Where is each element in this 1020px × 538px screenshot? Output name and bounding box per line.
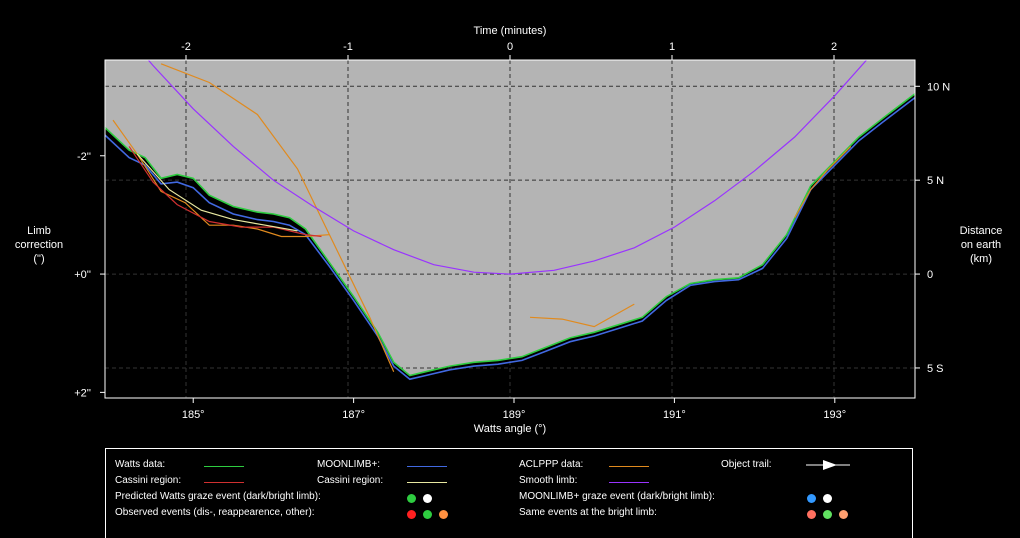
legend-aclppp-label: ACLPPP data:: [519, 459, 584, 470]
legend-cassini-red-label: Cassini region:: [115, 475, 182, 486]
legend-observed-other-dot: [439, 510, 448, 519]
legend-trail-label: Object trail:: [721, 459, 772, 470]
legend-observed-label: Observed events (dis-, reappearence, oth…: [115, 507, 315, 518]
x-tick-label-0: 185°: [182, 409, 205, 421]
right-tick-label-2: 0: [927, 269, 933, 281]
legend-moonlimb-label: MOONLIMB+:: [317, 459, 381, 470]
time-tick-label-0: -2: [181, 41, 191, 53]
series-line-1: [105, 96, 915, 381]
right-axis-label: Distance on earth (km): [950, 224, 1012, 266]
legend-moonlimb-graze-label: MOONLIMB+ graze event (dark/bright limb)…: [519, 491, 715, 502]
series-line-8: [147, 60, 868, 275]
right-tick-label-3: 5 S: [927, 363, 944, 375]
time-tick-label-2: 0: [507, 41, 513, 53]
left-axis-label: Limb correction ("): [4, 224, 74, 266]
series-line-7: [136, 153, 298, 232]
legend-cassini-yellow-label: Cassini region:: [317, 475, 384, 486]
legend-moonlimb-graze-bright-dot: [823, 494, 832, 503]
time-tick-label-3: 1: [669, 41, 675, 53]
legend-cassini-yellow-swatch: [407, 482, 447, 483]
plot-area: [105, 60, 915, 398]
series-line-5: [794, 145, 852, 218]
x-tick-label-1: 187°: [342, 409, 365, 421]
right-axis-label-line2: on earth: [960, 239, 1002, 251]
legend-moonlimb-graze-dark-dot: [807, 494, 816, 503]
legend-smooth-label: Smooth limb:: [519, 475, 578, 486]
legend-same-bright-other-dot: [839, 510, 848, 519]
left-tick-label-0: -2'': [77, 151, 91, 163]
left-axis-label-line3: ("): [33, 253, 45, 265]
legend-cassini-red-swatch: [204, 482, 244, 483]
right-tick-label-1: 5 N: [927, 175, 944, 187]
legend-same-bright-dis-dot: [807, 510, 816, 519]
legend-watts-label: Watts data:: [115, 459, 166, 470]
legend-pred-watts-bright-dot: [423, 494, 432, 503]
right-tick-label-0: 10 N: [927, 81, 950, 93]
legend-same-bright-re-dot: [823, 510, 832, 519]
legend-pred-watts-dark-dot: [407, 494, 416, 503]
time-axis-label: Time (minutes): [474, 25, 547, 37]
series-line-6: [128, 146, 322, 238]
time-tick-label-4: 2: [831, 41, 837, 53]
lunar-limb-profile-chart: 185° 187° 189° 191° 193° -2 -1 0 1 2 -2'' +0'' +2'' 1…: [74, 25, 950, 435]
series-line-2: [112, 119, 330, 238]
series-line-0: [105, 93, 915, 377]
legend-observed-re-dot: [423, 510, 432, 519]
legend-same-bright-label: Same events at the bright limb:: [519, 507, 657, 518]
x-axis-label: Watts angle (°): [474, 423, 546, 435]
x-tick-label-4: 193°: [823, 409, 846, 421]
legend-aclppp-swatch: [609, 466, 649, 467]
left-axis-label-line2: correction: [14, 239, 64, 251]
legend-smooth-swatch: [609, 482, 649, 483]
right-axis-label-line1: Distance: [959, 225, 1003, 237]
legend-observed-dis-dot: [407, 510, 416, 519]
legend-pred-watts-label: Predicted Watts graze event (dark/bright…: [115, 491, 321, 502]
time-tick-label-1: -1: [343, 41, 353, 53]
left-tick-label-1: +0'': [74, 269, 91, 281]
right-axis-label-line3: (km): [970, 253, 992, 265]
legend-moonlimb-swatch: [407, 466, 447, 467]
left-tick-label-2: +2'': [74, 387, 91, 399]
series-line-4: [529, 303, 635, 328]
x-tick-label-3: 191°: [663, 409, 686, 421]
x-tick-label-2: 189°: [503, 409, 526, 421]
legend-watts-swatch: [204, 466, 244, 467]
legend: Watts data: Cassini region: Predicted Wa…: [105, 448, 913, 538]
legend-trail-arrow-icon: [806, 460, 850, 470]
left-axis-label-line1: Limb: [27, 225, 51, 237]
series-line-3: [160, 63, 395, 372]
